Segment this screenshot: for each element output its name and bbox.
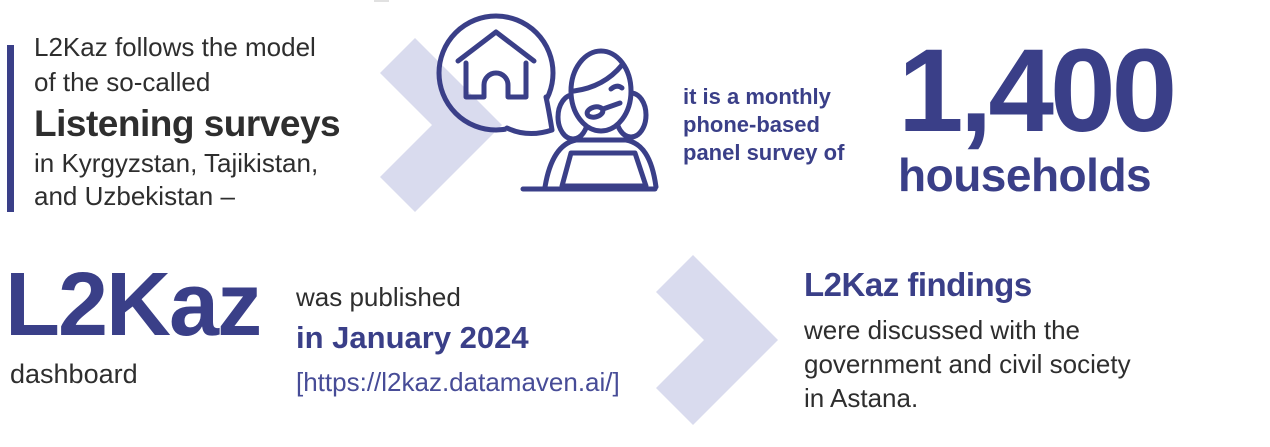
cropped-text-artifact	[374, 0, 389, 2]
findings-line-2: government and civil society	[804, 349, 1131, 379]
households-count: 1,400	[898, 25, 1177, 157]
households-stat: 1,400 households	[898, 25, 1177, 201]
published-text: was published	[296, 282, 461, 312]
intro-line-2: of the so-called	[34, 67, 211, 97]
survey-line-3: panel survey of	[683, 140, 845, 165]
speech-bubble-house-icon	[436, 13, 559, 139]
findings-line-3: in Astana.	[804, 383, 919, 413]
operator-person-icon	[520, 48, 659, 192]
intro-line-1: L2Kaz follows the model	[34, 32, 316, 62]
l2kaz-title: L2Kaz	[5, 255, 262, 355]
intro-accent-bar	[7, 45, 14, 212]
chevron-right-icon	[380, 38, 502, 212]
survey-description: it is a monthly phone-based panel survey…	[683, 83, 844, 167]
dashboard-url[interactable]: [https://l2kaz.datamaven.ai/]	[296, 367, 620, 397]
publish-info: was published in January 2024 [https://l…	[296, 280, 620, 403]
survey-line-2: phone-based	[683, 112, 820, 137]
intro-line-3: in Kyrgyzstan, Tajikistan,	[34, 148, 319, 178]
dashboard-label: dashboard	[10, 359, 138, 389]
findings-title: L2Kaz findings	[804, 266, 1032, 303]
findings-line-1: were discussed with the	[804, 315, 1081, 345]
survey-line-1: it is a monthly	[683, 84, 831, 109]
findings-block: L2Kaz findings were discussed with the g…	[804, 263, 1131, 415]
survey-operator-icon	[436, 13, 659, 192]
chevron-right-icon	[656, 255, 778, 425]
households-label: households	[898, 149, 1152, 201]
intro-text: L2Kaz follows the model of the so-called…	[34, 30, 341, 213]
publish-date: in January 2024	[296, 320, 529, 355]
intro-line-4: and Uzbekistan –	[34, 181, 235, 211]
intro-highlight: Listening surveys	[34, 103, 341, 144]
